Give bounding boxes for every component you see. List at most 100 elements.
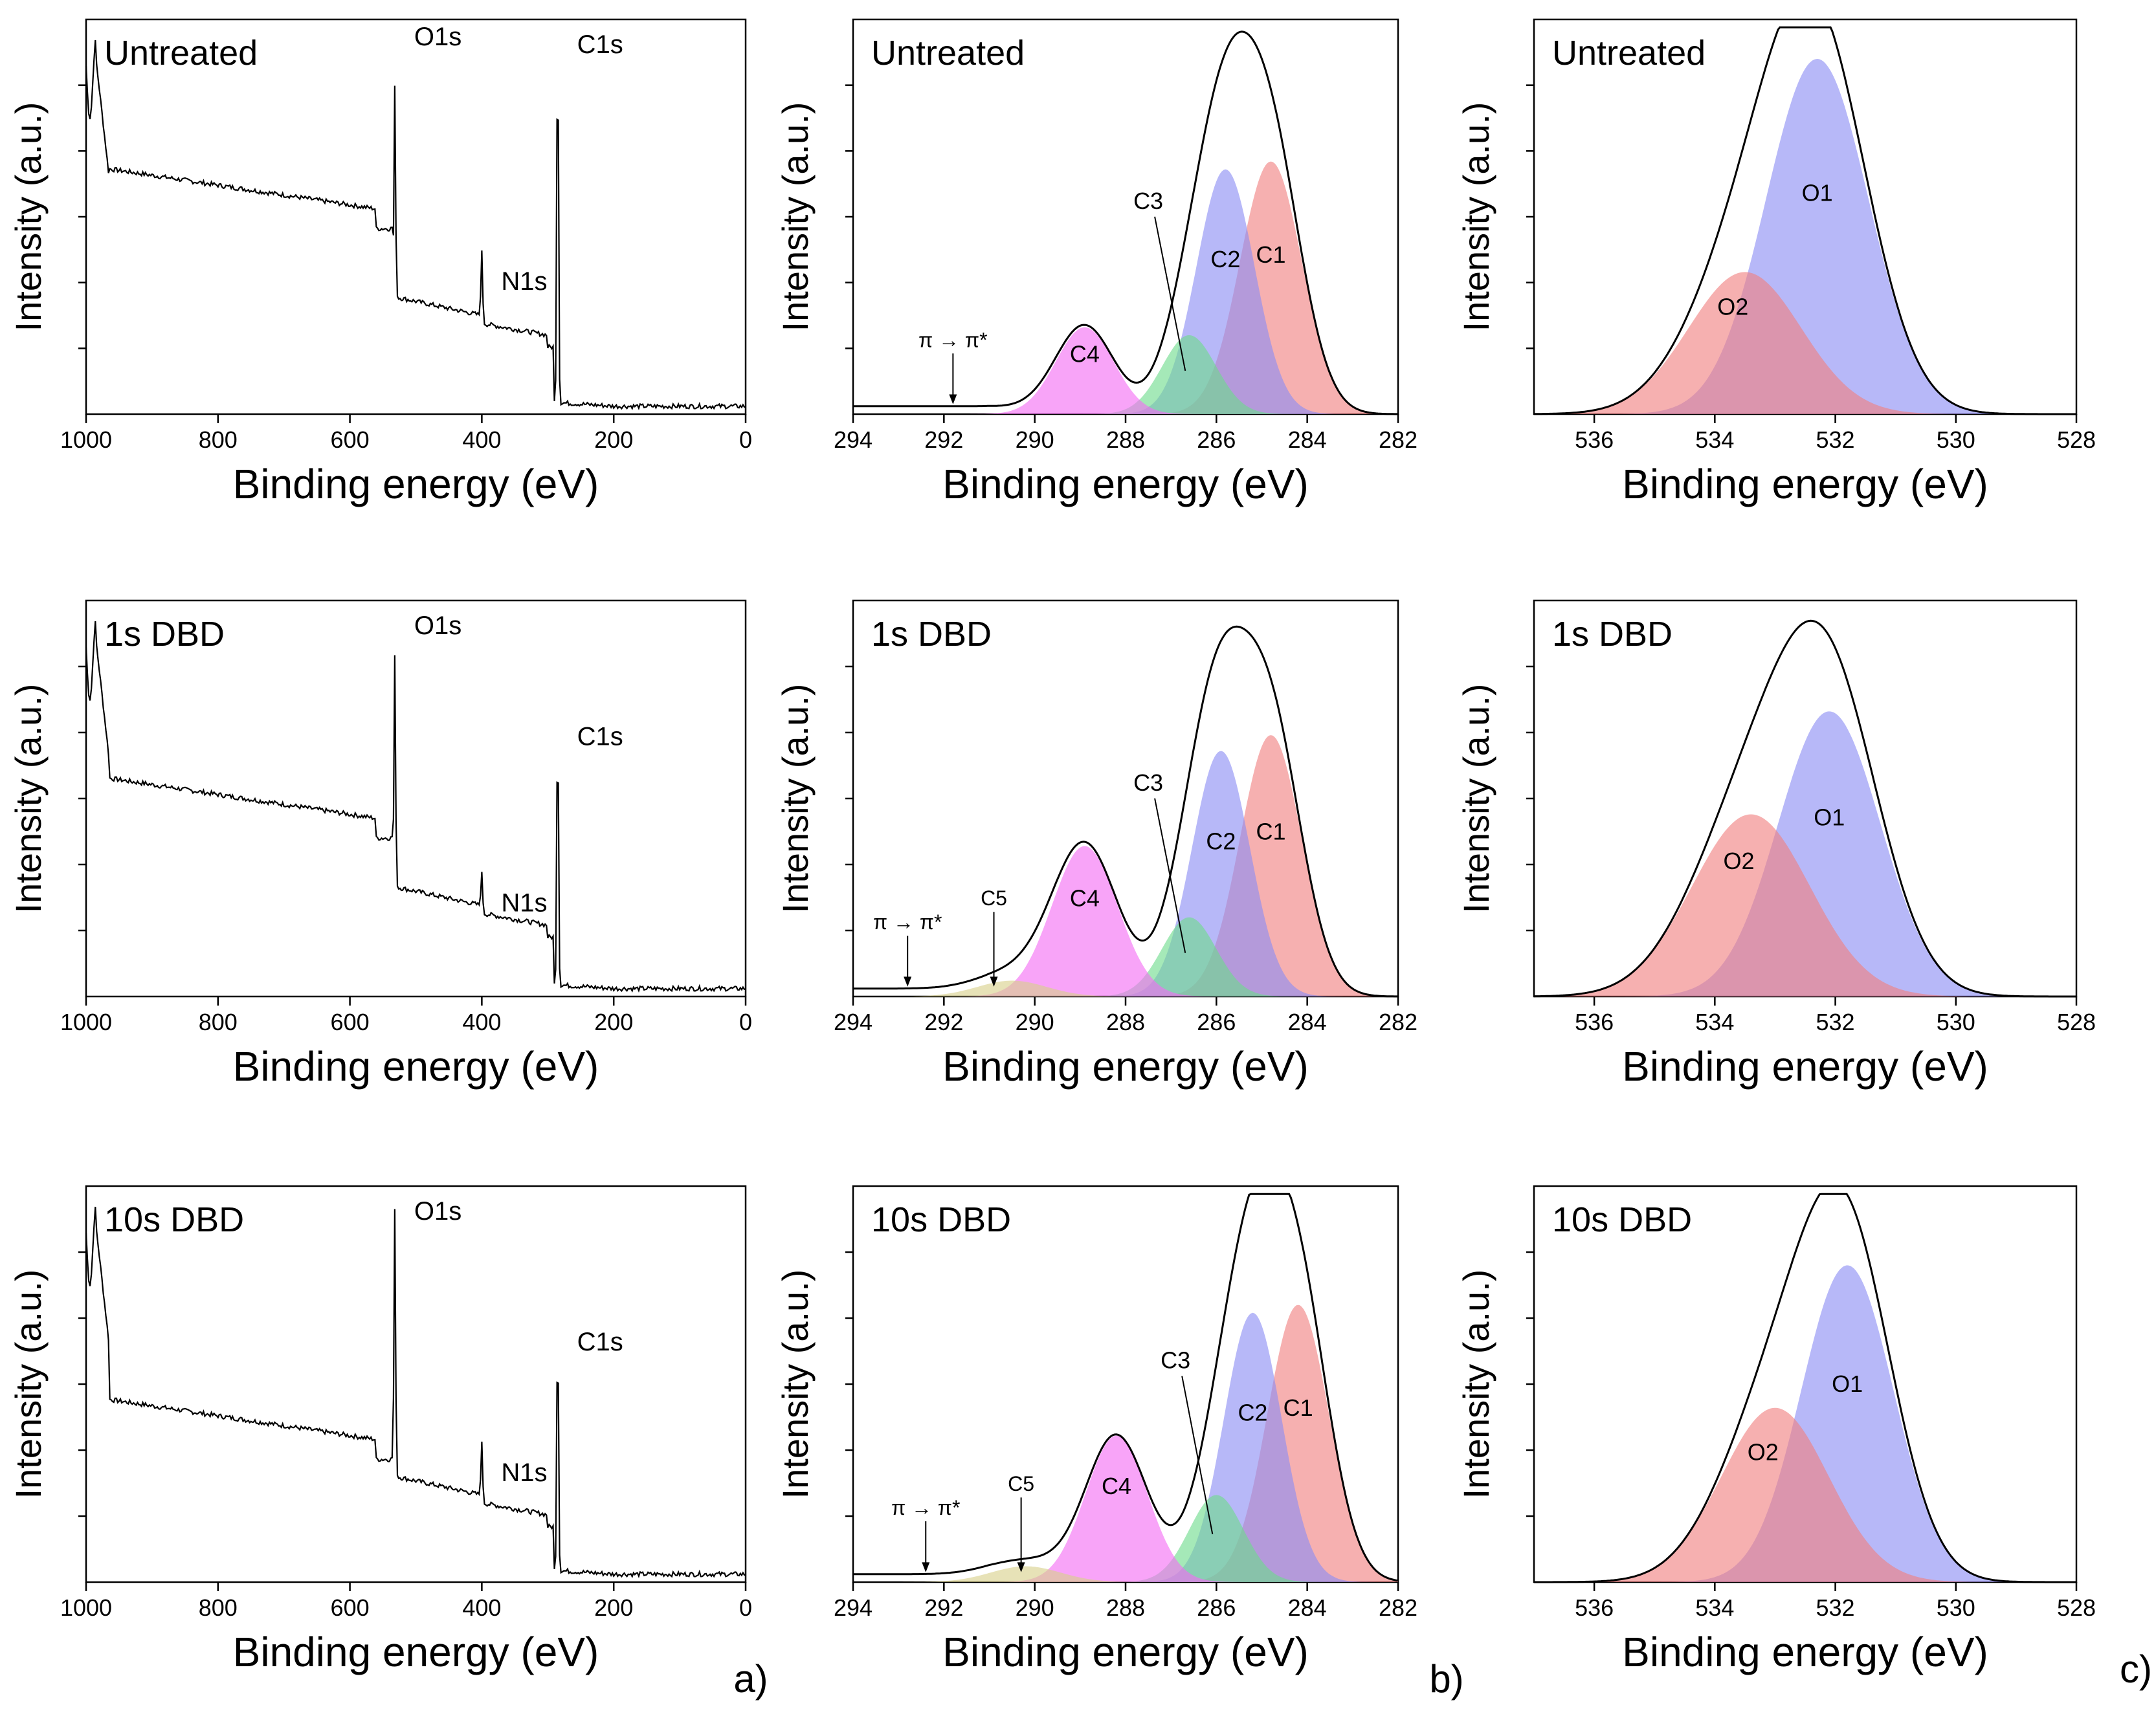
x-tick-label: 536: [1575, 1594, 1614, 1621]
x-tick-label: 800: [199, 1009, 238, 1035]
peak-label-c1s: C1s: [577, 723, 623, 751]
panel-title: Untreated: [1552, 34, 1706, 72]
x-tick-label: 530: [1937, 426, 1975, 453]
x-tick-label: 532: [1816, 426, 1855, 453]
panel-letter-a: a): [733, 1657, 768, 1701]
annotation-arrowhead: [904, 976, 912, 987]
panel-title: 10s DBD: [1552, 1200, 1692, 1239]
annotation-arrowhead: [949, 394, 957, 404]
peak-label-c1s: C1s: [577, 1328, 623, 1356]
y-axis-label: Intensity (a.u.): [8, 102, 49, 332]
panel-o1s-untreated: 536 534 532 530 528 Binding energy (eV) Intens…: [1456, 18, 2096, 507]
peak-area-c2: [853, 1312, 1398, 1582]
x-tick-label: 288: [1106, 426, 1145, 453]
x-axis-label: Binding energy (eV): [233, 1629, 599, 1675]
x-tick-label: 282: [1379, 426, 1417, 453]
x-tick-label: 292: [924, 1594, 963, 1621]
annotation-arrowhead: [922, 1562, 930, 1572]
survey-spectrum: [85, 39, 746, 411]
plot-frame: [85, 599, 747, 998]
peak-label-o1s: O1s: [414, 1197, 461, 1226]
panel-title: 10s DBD: [871, 1200, 1011, 1239]
panel-title: 1s DBD: [1552, 615, 1673, 654]
c5-annotation: C5: [981, 887, 1007, 910]
x-tick-label: 294: [834, 1594, 872, 1621]
x-tick-label: 530: [1937, 1594, 1975, 1621]
x-tick-label: 286: [1197, 1594, 1236, 1621]
x-tick-label: 1000: [60, 1594, 112, 1621]
x-tick-label: 536: [1575, 1009, 1614, 1035]
fit-envelope: [853, 1193, 1399, 1582]
x-tick-label: 286: [1197, 1009, 1236, 1035]
fit-envelope: [1534, 1193, 2076, 1583]
c3-arrow: [1154, 216, 1186, 371]
peak-label-n1s: N1s: [501, 889, 547, 918]
pi-pi-annotation: π → π*: [918, 328, 987, 351]
x-tick-label: 800: [199, 1594, 238, 1621]
x-tick-label: 294: [834, 426, 872, 453]
x-axis-label: Binding energy (eV): [1622, 461, 1988, 507]
c3-arrow: [1181, 1376, 1214, 1535]
x-tick-label: 528: [2057, 426, 2096, 453]
x-tick-label: 600: [331, 1009, 370, 1035]
x-tick-label: 528: [2057, 1009, 2096, 1035]
peak-area-c4: [853, 1435, 1398, 1582]
x-axis-label: Binding energy (eV): [233, 1043, 599, 1090]
x-tick-label: 600: [331, 1594, 370, 1621]
x-tick-label: 0: [739, 426, 752, 453]
panel-c1s-1s: 294 292 290 288 286 284 282 Binding energy (eV)…: [775, 599, 1417, 1090]
x-tick-label: 400: [462, 1594, 501, 1621]
peak-label-o2: O2: [1748, 1439, 1779, 1466]
x-tick-label: 290: [1016, 1009, 1054, 1035]
x-tick-label: 294: [834, 1009, 872, 1035]
peak-label-o2: O2: [1717, 293, 1748, 320]
x-tick-label: 200: [594, 426, 633, 453]
panel-c1s-untreated: 294 292 290 288 286 284 282 Binding energy (eV)…: [775, 18, 1417, 507]
x-tick-label: 288: [1106, 1594, 1145, 1621]
peak-area-o1: [1534, 59, 2076, 414]
peak-label-c3: C3: [1133, 188, 1163, 214]
panel-survey-untreated: 1000 800 600 400 200 0 Binding energy (eV) Inte…: [8, 18, 752, 507]
x-tick-label: 534: [1695, 1594, 1734, 1621]
panel-title: 10s DBD: [104, 1200, 244, 1239]
peak-label-o1: O1: [1802, 180, 1833, 206]
x-tick-label: 528: [2057, 1594, 2096, 1621]
y-axis-label: Intensity (a.u.): [775, 1270, 816, 1499]
x-axis-label: Binding energy (eV): [942, 461, 1309, 507]
x-tick-label: 532: [1816, 1594, 1855, 1621]
peak-area-o1: [1534, 711, 2076, 997]
peak-area-c4: [853, 327, 1398, 414]
y-axis-label: Intensity (a.u.): [8, 1270, 49, 1499]
peak-label-c1s: C1s: [577, 30, 623, 59]
panel-c1s-10s: 294 292 290 288 286 284 282 Binding energy (eV)…: [775, 1185, 1417, 1675]
peak-label-c1: C1: [1284, 1394, 1313, 1421]
peak-label-o1s: O1s: [414, 23, 461, 51]
x-tick-label: 286: [1197, 426, 1236, 453]
x-axis-label: Binding energy (eV): [942, 1043, 1309, 1090]
fit-envelope: [853, 625, 1398, 998]
x-axis-label: Binding energy (eV): [1622, 1043, 1988, 1090]
x-tick-label: 282: [1379, 1594, 1417, 1621]
peak-label-c3: C3: [1161, 1347, 1190, 1374]
survey-spectrum: [85, 1206, 746, 1579]
x-tick-label: 536: [1575, 426, 1614, 453]
y-axis-label: Intensity (a.u.): [1456, 102, 1496, 332]
y-axis-label: Intensity (a.u.): [8, 684, 49, 914]
panel-survey-10s: 1000 800 600 400 200 0 Binding energy (eV) Inte…: [8, 1185, 752, 1675]
x-tick-label: 292: [924, 1009, 963, 1035]
x-tick-label: 292: [924, 426, 963, 453]
x-tick-label: 290: [1016, 1594, 1054, 1621]
panel-letter-b: b): [1429, 1657, 1463, 1701]
peak-area-o2: [1534, 814, 2076, 997]
x-tick-label: 284: [1288, 426, 1327, 453]
plot-frame: [85, 1185, 747, 1583]
panel-survey-1s: 1000 800 600 400 200 0 Binding energy (eV) Inte…: [8, 599, 752, 1090]
peak-area-c5: [853, 980, 1398, 997]
y-axis-label: Intensity (a.u.): [775, 102, 816, 332]
panel-title: Untreated: [104, 34, 258, 72]
annotation-arrowhead: [1017, 1562, 1025, 1572]
x-tick-label: 532: [1816, 1009, 1855, 1035]
x-tick-label: 288: [1106, 1009, 1145, 1035]
peak-label-c3: C3: [1133, 769, 1163, 796]
